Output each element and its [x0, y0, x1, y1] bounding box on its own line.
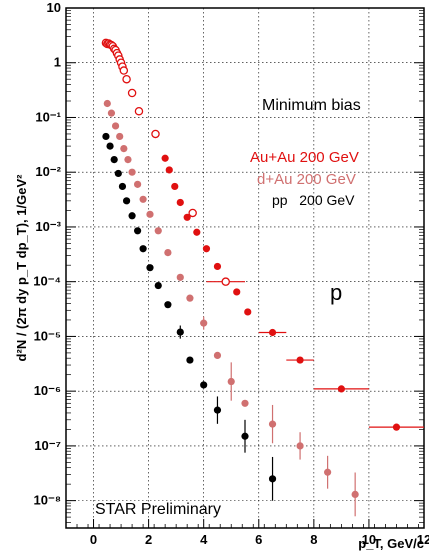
data-point-series-3 [128, 212, 136, 220]
data-point-series-1 [202, 245, 211, 253]
data-point-series-2 [176, 273, 184, 281]
y-tick-label: 10⁻⁸ [34, 493, 61, 508]
data-point-series-3 [134, 227, 142, 235]
x-tick-labels: 0 2 4 6 8 10 12 [90, 532, 429, 547]
data-point-series-0 [122, 74, 131, 84]
data-point-series-2 [164, 248, 172, 257]
data-point-series-3 [154, 281, 162, 290]
data-point-series-0 [127, 88, 137, 98]
data-point-series-2 [116, 132, 124, 141]
y-axis-label: d²N / (2π dy p_T dp_T), 1/GeV² [14, 174, 29, 362]
data-point-series-3 [114, 169, 122, 178]
data-point-series-2 [227, 377, 235, 386]
x-tick-label: 4 [200, 532, 208, 547]
x-tick-label: 6 [255, 532, 262, 547]
data-point-series-2 [124, 155, 132, 164]
y-tick-label: 10⁻² [35, 164, 61, 179]
data-point-series-1 [183, 213, 191, 221]
data-point-series-2 [120, 144, 128, 153]
data-point-series-2 [186, 294, 194, 302]
data-point-series-2 [324, 468, 332, 476]
data-point-series-2 [107, 109, 116, 117]
data-point-series-1 [244, 308, 252, 316]
data-point-series-2 [139, 195, 147, 203]
data-point-series-3 [146, 264, 154, 272]
data-point-series-3 [200, 381, 208, 389]
data-point-series-3 [164, 301, 172, 309]
y-tick-label: 10⁻¹ [35, 109, 61, 124]
data-point-series-3 [176, 328, 184, 336]
data-point-series-2 [200, 319, 208, 327]
data-point-series-2 [111, 122, 120, 130]
y-tick-labels: 10 1 10⁻¹ 10⁻² 10⁻³ 10⁻⁴ 10⁻⁵ 10⁻⁶ 10⁻⁷ 10⁻⁸ [33, 0, 61, 508]
data-point-series-1 [233, 288, 241, 296]
y-tick-label: 10⁻⁶ [34, 383, 61, 398]
data-point-series-2 [213, 351, 222, 360]
data-point-series-3 [122, 197, 131, 205]
data-point-series-3 [268, 475, 277, 483]
data-point-series-2 [241, 399, 249, 407]
x-tick-label: 12 [417, 532, 429, 547]
data-point-series-2 [128, 168, 136, 176]
data-point-series-2 [146, 210, 154, 218]
data-point-series-3 [186, 356, 194, 364]
data-point-series-2 [134, 180, 142, 188]
data-point-series-1 [165, 166, 173, 174]
legend-auau: Au+Au 200 GeV [250, 149, 359, 166]
data-point-series-2 [296, 442, 304, 450]
x-tick-label: 10 [362, 532, 376, 547]
x-tick-label: 0 [90, 532, 97, 547]
annotation-star-preliminary: STAR Preliminary [95, 501, 221, 518]
legend-dau: d+Au 200 GeV [257, 171, 356, 188]
annotation-minimum-bias: Minimum bias [262, 97, 361, 114]
y-tick-label: 10⁻⁷ [34, 438, 61, 453]
error-bars [179, 281, 424, 517]
x-tick-label: 2 [145, 532, 152, 547]
data-point-series-2 [351, 490, 359, 498]
data-point-series-1 [161, 154, 169, 162]
data-point-series-1 [213, 262, 222, 271]
data-point-series-3 [139, 245, 147, 253]
axis-ticks [66, 7, 425, 528]
y-tick-label: 10⁻³ [35, 219, 61, 234]
data-point-series-2 [154, 227, 162, 235]
data-point-series-3 [241, 432, 249, 440]
data-point-series-3 [213, 406, 222, 414]
y-tick-label: 1 [54, 55, 61, 70]
x-tick-label: 8 [310, 532, 317, 547]
plot-frame [65, 7, 425, 529]
annotation-particle: p [330, 280, 342, 305]
data-point-series-3 [118, 182, 127, 191]
data-point-series-3 [110, 155, 118, 164]
data-point-series-1 [337, 385, 345, 393]
data-point-series-2 [268, 420, 277, 428]
data-point-series-3 [102, 132, 110, 141]
data-point-series-1 [193, 228, 201, 236]
data-point-series-1 [171, 182, 179, 191]
data-point-series-1 [268, 328, 277, 337]
data-point-series-0 [188, 208, 197, 218]
y-tick-label: 10 [47, 0, 61, 15]
data-point-series-1 [176, 198, 184, 207]
data-points [101, 38, 401, 498]
data-point-series-2 [103, 99, 111, 108]
data-point-series-0 [151, 129, 160, 139]
y-tick-label: 10⁻⁵ [34, 328, 61, 343]
data-point-series-1 [296, 356, 304, 364]
data-point-series-0 [134, 106, 144, 116]
x-axis-label: p_T, GeV/c [358, 536, 424, 551]
data-point-series-1 [392, 423, 401, 431]
y-tick-label: 10⁻⁴ [33, 274, 61, 289]
data-point-series-3 [106, 142, 114, 150]
legend-pp: pp 200 GeV [272, 192, 355, 208]
data-point-series-0 [221, 277, 230, 286]
data-point-series-0 [119, 66, 129, 75]
